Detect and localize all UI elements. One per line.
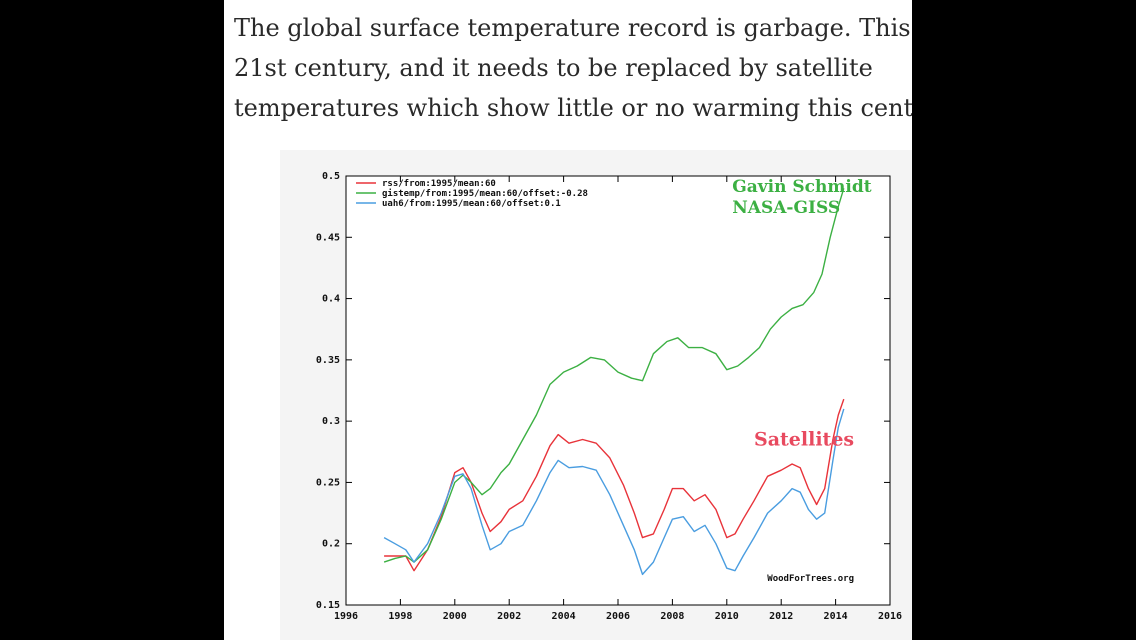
x-tick-label: 2002 — [497, 611, 521, 622]
x-tick-label: 2016 — [878, 611, 902, 622]
x-tick-label: 2012 — [769, 611, 793, 622]
x-tick-label: 2004 — [552, 611, 576, 622]
y-tick-label: 0.45 — [316, 232, 340, 243]
chart-annotation: NASA-GISS — [732, 198, 840, 218]
x-tick-label: 2006 — [606, 611, 630, 622]
x-tick-label: 2014 — [824, 611, 848, 622]
legend-label: gistemp/from:1995/mean:60/offset:-0.28 — [382, 188, 588, 199]
legend-label: rss/from:1995/mean:60 — [382, 179, 496, 189]
temperature-chart: 0.15 0.2 0.25 0.3 0.35 0.4 0.45 0.5 1996 1998 2000… — [280, 150, 912, 640]
article-line: The global surface temperature record is… — [234, 14, 912, 42]
chart-annotation: Gavin Schmidt — [732, 177, 871, 197]
y-tick-label: 0.25 — [316, 477, 340, 488]
series-line — [383, 408, 845, 576]
series-line — [383, 188, 845, 563]
y-tick-label: 0.15 — [316, 600, 340, 611]
plot-area — [345, 175, 891, 606]
article-line: 21st century, and it needs to be replace… — [234, 54, 873, 82]
article-paragraph: The global surface temperature record is… — [234, 8, 912, 128]
x-tick-label: 2010 — [715, 611, 739, 622]
x-tick-label: 1998 — [388, 611, 412, 622]
chart-svg: 0.15 0.2 0.25 0.3 0.35 0.4 0.45 0.5 1996 1998 2000… — [316, 171, 902, 622]
y-tick-label: 0.35 — [316, 355, 340, 366]
chart-annotation: Satellites — [754, 429, 854, 451]
x-tick-label: 2008 — [660, 611, 684, 622]
y-tick-label: 0.2 — [322, 539, 340, 550]
article-line: temperatures which show little or no war… — [234, 94, 912, 122]
article-panel: The global surface temperature record is… — [224, 0, 912, 640]
legend-label: uah6/from:1995/mean:60/offset:0.1 — [382, 199, 561, 209]
y-tick-label: 0.4 — [322, 294, 340, 305]
x-tick-label: 1996 — [334, 611, 358, 622]
chart-credit: WoodForTrees.org — [767, 574, 854, 584]
x-tick-label: 2000 — [443, 611, 467, 622]
y-tick-label: 0.5 — [322, 171, 340, 182]
series-line — [384, 398, 845, 572]
y-tick-label: 0.3 — [322, 416, 340, 427]
